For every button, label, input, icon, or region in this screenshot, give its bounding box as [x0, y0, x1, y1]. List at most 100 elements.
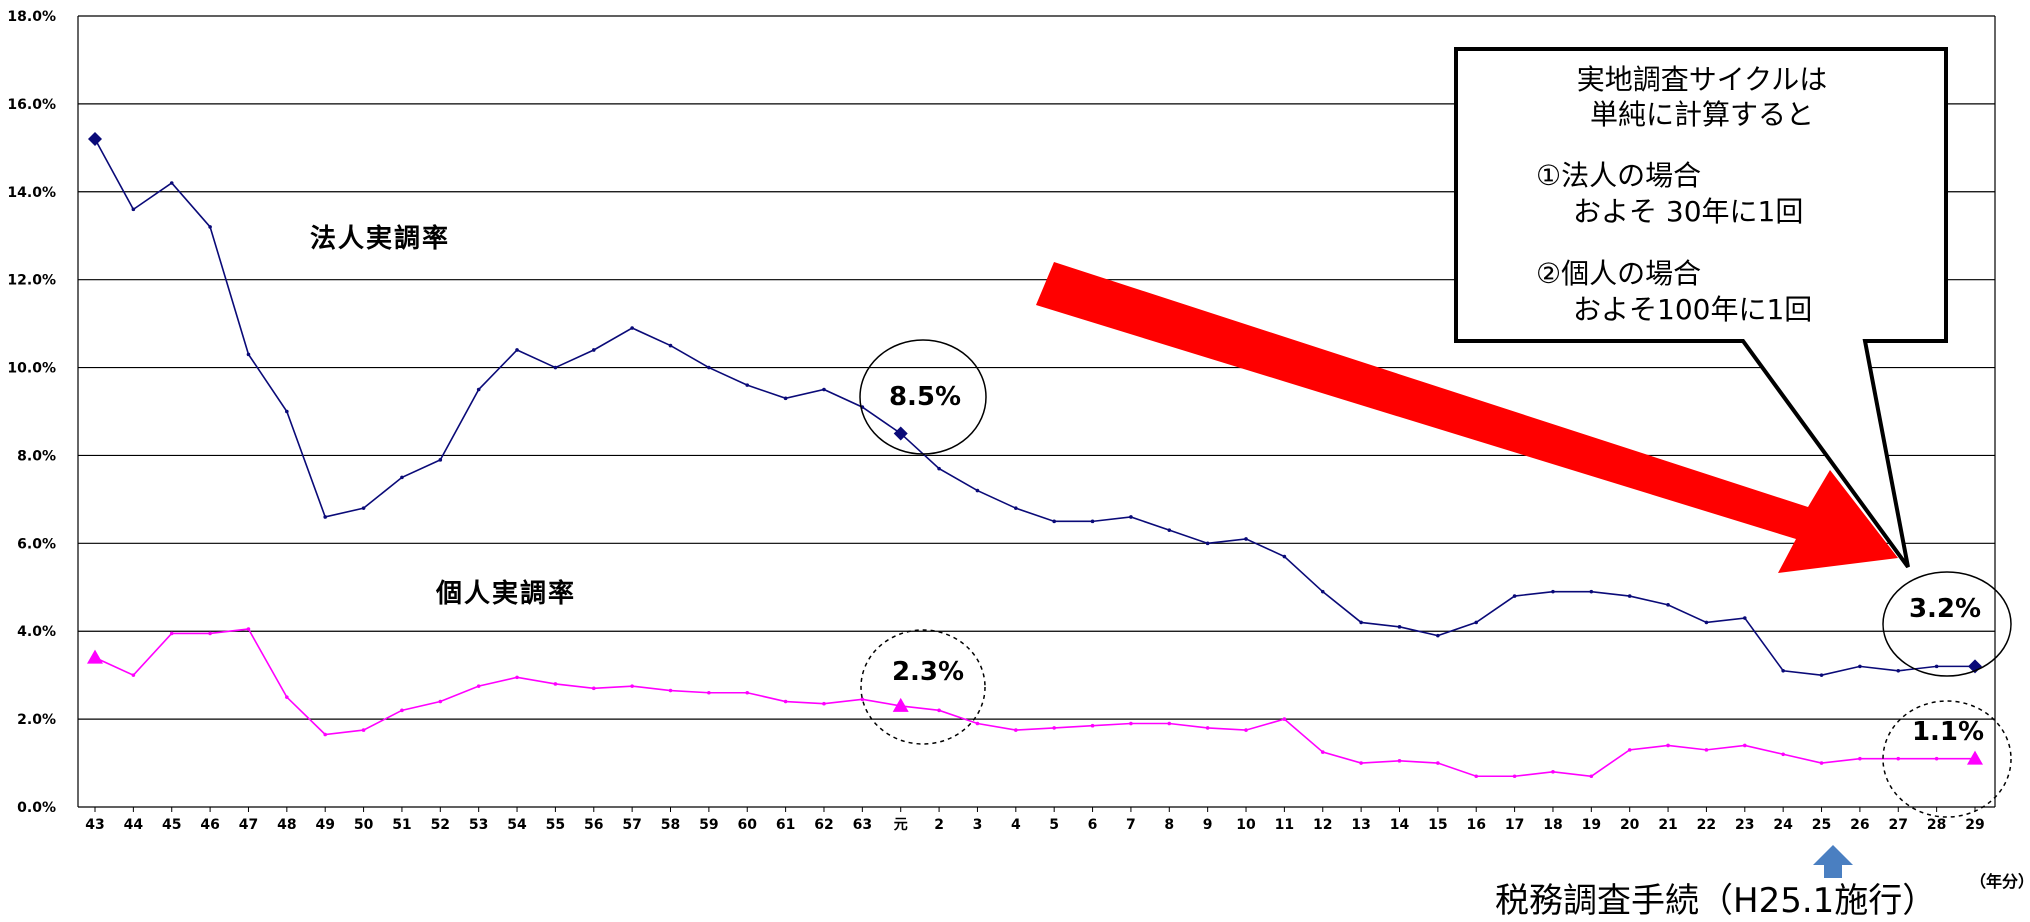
y-tick-label: 12.0%: [7, 273, 56, 289]
y-tick-label: 4.0%: [17, 624, 56, 640]
data-point: [323, 515, 328, 519]
data-point: [1512, 774, 1517, 779]
annotation-circle-8.5: [859, 339, 987, 455]
data-point: [1474, 620, 1479, 625]
callout-line-5: ②個人の場合: [1536, 257, 1701, 290]
data-point: [323, 732, 328, 737]
data-point: [937, 466, 941, 471]
x-tick-label: 60: [738, 817, 758, 833]
data-point: [783, 699, 788, 704]
data-point: [1704, 620, 1709, 625]
data-point: [1627, 748, 1632, 752]
data-point: [1014, 728, 1018, 732]
callout-box: [1454, 47, 1948, 569]
x-tick-label: 14: [1390, 817, 1410, 833]
data-point: [553, 365, 558, 370]
y-tick-label: 6.0%: [17, 536, 56, 552]
data-point: [1052, 519, 1056, 524]
x-tick-label: 43: [85, 817, 104, 833]
footnote-tax-procedure: 税務調査手続（H25.1施行）: [1495, 881, 1936, 921]
data-point: [1781, 668, 1785, 673]
data-point: [860, 697, 865, 702]
x-tick-label: 26: [1850, 817, 1869, 833]
data-point: [1244, 537, 1248, 541]
callout-line-4: およそ 30年に1回: [1573, 195, 1803, 228]
data-point: [591, 686, 596, 691]
annotation-circle-1.1: [1882, 700, 2012, 818]
data-point: [1896, 756, 1901, 761]
x-tick-label: 57: [622, 817, 641, 833]
x-tick-label: 56: [584, 817, 603, 833]
annotation-1.1: 1.1%: [1912, 717, 1984, 747]
data-point: [1167, 528, 1172, 532]
data-point: [1934, 664, 1939, 669]
y-tick-label: 16.0%: [7, 97, 56, 113]
data-point: [208, 225, 212, 229]
data-point: [553, 682, 558, 686]
data-point: [400, 708, 404, 713]
annotation-circle-3.2: [1882, 571, 2012, 677]
data-point: [361, 728, 366, 732]
data-point: [131, 207, 136, 212]
x-tick-label: 29: [1965, 817, 1984, 833]
x-tick-label: 55: [546, 817, 565, 833]
data-point: [285, 409, 289, 414]
x-tick-label: 45: [162, 817, 181, 833]
y-tick-label: 18.0%: [7, 9, 56, 25]
data-point-marker: [893, 426, 908, 441]
data-point: [745, 383, 750, 387]
y-tick-label: 10.0%: [7, 361, 56, 377]
data-point: [1167, 721, 1172, 726]
data-point: [285, 695, 289, 699]
x-unit-label: （年分）: [1970, 872, 2030, 891]
data-point: [1858, 664, 1862, 669]
x-tick-label: 49: [315, 817, 334, 833]
data-point: [1436, 761, 1440, 765]
data-point: [1512, 594, 1517, 598]
data-point: [1205, 541, 1210, 546]
series-line-corporate: [94, 138, 1975, 676]
y-tick-label: 2.0%: [17, 712, 56, 728]
x-tick-label: 28: [1927, 817, 1946, 833]
data-point: [476, 387, 481, 392]
x-tick-label: 48: [277, 817, 296, 833]
data-point: [1244, 728, 1248, 732]
x-tick-label: 22: [1697, 817, 1716, 833]
data-point: [1742, 743, 1747, 748]
data-point: [476, 684, 481, 688]
x-tick-label: 12: [1313, 817, 1332, 833]
x-tick-label: 18: [1543, 817, 1562, 833]
series-layer: [87, 132, 1983, 779]
data-point: [169, 631, 174, 636]
x-tick-label: 17: [1505, 817, 1524, 833]
data-point: [1359, 620, 1363, 625]
data-point: [822, 701, 826, 706]
data-point: [1551, 770, 1555, 774]
data-point: [1666, 603, 1670, 607]
data-point: [1819, 761, 1824, 765]
data-point: [1397, 759, 1402, 763]
x-tick-label: 11: [1275, 817, 1294, 833]
x-tick-label: 4: [1011, 817, 1021, 833]
x-tick-label: 61: [776, 817, 795, 833]
x-tick-label: 62: [814, 817, 833, 833]
data-point: [822, 387, 826, 392]
callout-line-1: 実地調査サイクルは: [1577, 63, 1828, 96]
data-point: [1320, 589, 1325, 594]
data-point: [975, 488, 980, 493]
x-tick-label: 3: [973, 817, 983, 833]
series-label-individual: 個人実調率: [435, 578, 576, 609]
x-tick-label: 13: [1351, 817, 1370, 833]
x-tick-label: 47: [239, 817, 258, 833]
data-point: [975, 721, 980, 726]
data-point: [783, 396, 788, 401]
y-axis-ticks: 0.0% 2.0% 4.0% 6.0% 8.0% 10.0% 12.0% 14.0% 16.0%…: [7, 9, 56, 816]
x-tick-label: 25: [1812, 817, 1831, 833]
data-point: [591, 348, 596, 352]
x-tick-label: 46: [200, 817, 219, 833]
data-point: [1014, 506, 1018, 510]
data-point: [246, 627, 251, 631]
data-point: [1129, 721, 1133, 726]
x-tick-label: 8: [1164, 817, 1174, 833]
data-point: [1666, 743, 1670, 748]
